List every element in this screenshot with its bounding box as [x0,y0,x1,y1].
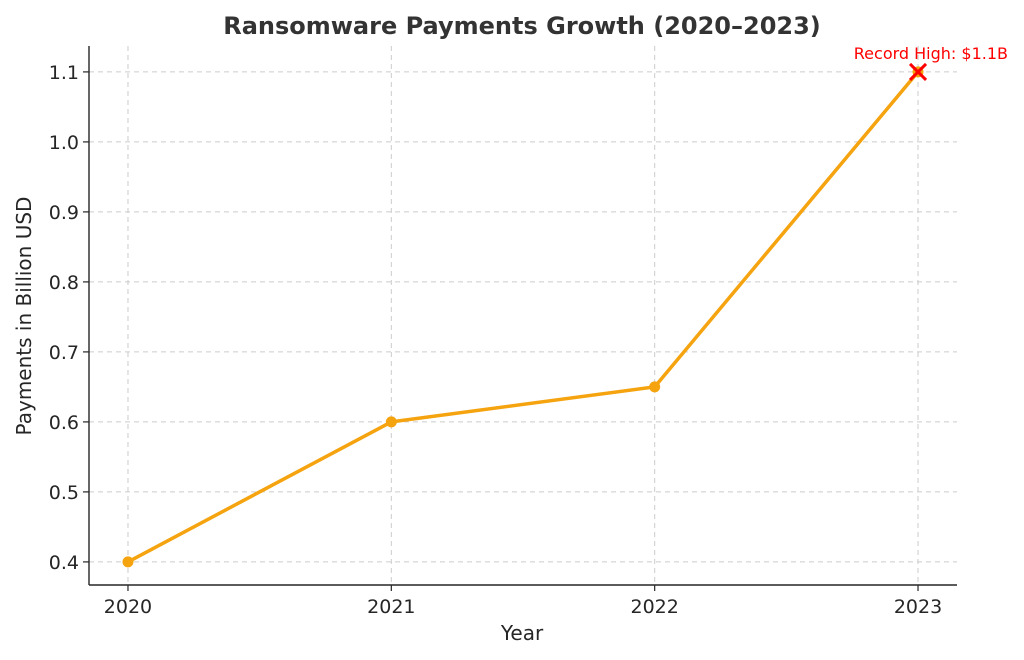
axes [88,46,957,586]
ticks: 0.4 0.5 0.6 0.7 0.8 0.9 1.0 1.1 2020 2021 2022 2023 [49,62,942,618]
series-line [126,70,920,564]
y-axis-label: Payments in Billion USD [12,197,36,436]
record-high-x-marker [908,62,928,81]
record-high-annotation: Record High: $1.1B [854,44,1008,63]
grid [89,46,957,585]
data-point [649,381,661,393]
x-tick-label: 2021 [367,596,415,618]
y-tick-label: 1.1 [49,62,79,84]
chart-title: Ransomware Payments Growth (2020–2023) [223,12,821,40]
y-tick-label: 0.4 [49,552,79,574]
annotation-group: Record High: $1.1B [854,44,1008,81]
x-tick-label: 2020 [104,596,152,618]
y-tick-label: 0.5 [49,482,79,504]
data-point [122,556,134,568]
y-tick-label: 0.6 [49,412,79,434]
x-tick-label: 2022 [630,596,678,618]
y-tick-label: 0.9 [49,202,79,224]
y-tick-label: 0.7 [49,342,79,364]
data-point [385,416,397,428]
y-tick-label: 1.0 [49,132,79,154]
y-tick-label: 0.8 [49,272,79,294]
x-tick-label: 2023 [894,596,942,618]
x-axis-label: Year [500,621,544,645]
